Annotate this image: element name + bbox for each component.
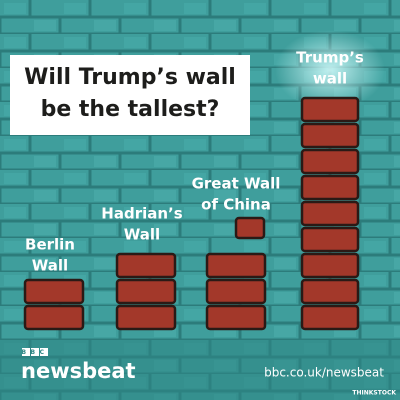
wall-label: wall bbox=[313, 70, 347, 88]
brick bbox=[23, 304, 85, 331]
wall-label: Wall bbox=[32, 257, 68, 275]
wall-label: Great Wall bbox=[192, 175, 281, 193]
brick bbox=[115, 304, 177, 331]
title-line: Will Trump’s wall bbox=[24, 65, 236, 90]
brand-name: newsbeat bbox=[21, 359, 136, 383]
brick bbox=[23, 278, 85, 305]
brick bbox=[205, 278, 267, 305]
footer-band bbox=[0, 340, 400, 400]
brick bbox=[234, 216, 266, 240]
bbc-logo: BBC bbox=[21, 348, 48, 356]
brand: BBC bbox=[21, 349, 48, 356]
bricks bbox=[23, 96, 360, 331]
url: bbc.co.uk/newsbeat bbox=[264, 366, 384, 380]
wall-label: Trump’s bbox=[296, 49, 364, 67]
brick bbox=[300, 252, 360, 279]
glow bbox=[275, 30, 385, 110]
wall-label: Wall bbox=[124, 226, 160, 244]
brick bbox=[300, 278, 360, 305]
credit: THINKSTOCK bbox=[352, 390, 396, 397]
brick bbox=[300, 148, 360, 175]
brick bbox=[300, 304, 360, 331]
brick bbox=[205, 304, 267, 331]
brick bbox=[205, 252, 267, 279]
brick bbox=[115, 252, 177, 279]
wall-label: of China bbox=[201, 196, 271, 214]
brick bbox=[300, 122, 360, 149]
brick bbox=[300, 226, 360, 253]
brick bbox=[300, 174, 360, 201]
brick bbox=[300, 200, 360, 227]
wall-label: Berlin bbox=[25, 236, 75, 254]
brick bbox=[300, 96, 360, 123]
brick bbox=[115, 278, 177, 305]
wall-label: Hadrian’s bbox=[101, 205, 182, 223]
title-box bbox=[10, 55, 250, 135]
title-line: be the tallest? bbox=[41, 97, 220, 122]
